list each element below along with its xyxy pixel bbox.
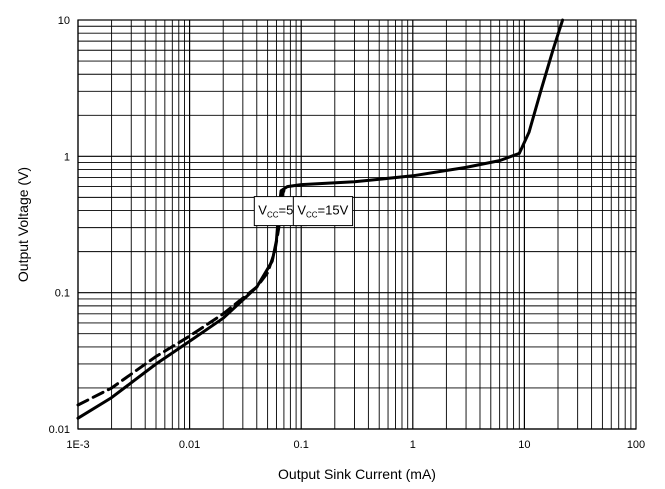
- y-tick-label: 10: [58, 15, 70, 27]
- x-axis-label: Output Sink Current (mA): [278, 466, 436, 482]
- annotation-text: VCC=15V: [297, 203, 348, 220]
- x-tick-label: 1E-3: [66, 439, 89, 451]
- x-tick-label: 100: [627, 439, 645, 451]
- y-tick-labels: 0.01 0.1 1 10: [49, 15, 70, 436]
- annotation-box: [292, 196, 354, 227]
- plot-area-border: [77, 19, 637, 430]
- y-tick-label: 1: [64, 151, 70, 163]
- grid-lines: [77, 20, 636, 430]
- y-tick-label: 0.01: [49, 424, 70, 436]
- x-tick-label: 10: [518, 439, 530, 451]
- y-tick-label: 0.1: [55, 288, 70, 300]
- series-line-vcc-15v: [76, 18, 565, 420]
- series-line-vcc-5v: [76, 189, 286, 407]
- x-tick-label: 0.01: [179, 439, 200, 451]
- x-tick-label: 0.1: [294, 439, 309, 451]
- x-tick-label: 1: [410, 439, 416, 451]
- y-axis-label: Output Voltage (V): [15, 167, 31, 282]
- x-tick-labels: 1E-3 0.01 0.1 1 10 100: [66, 439, 645, 451]
- annotation-vcc-15v: VCC=15V: [292, 196, 354, 227]
